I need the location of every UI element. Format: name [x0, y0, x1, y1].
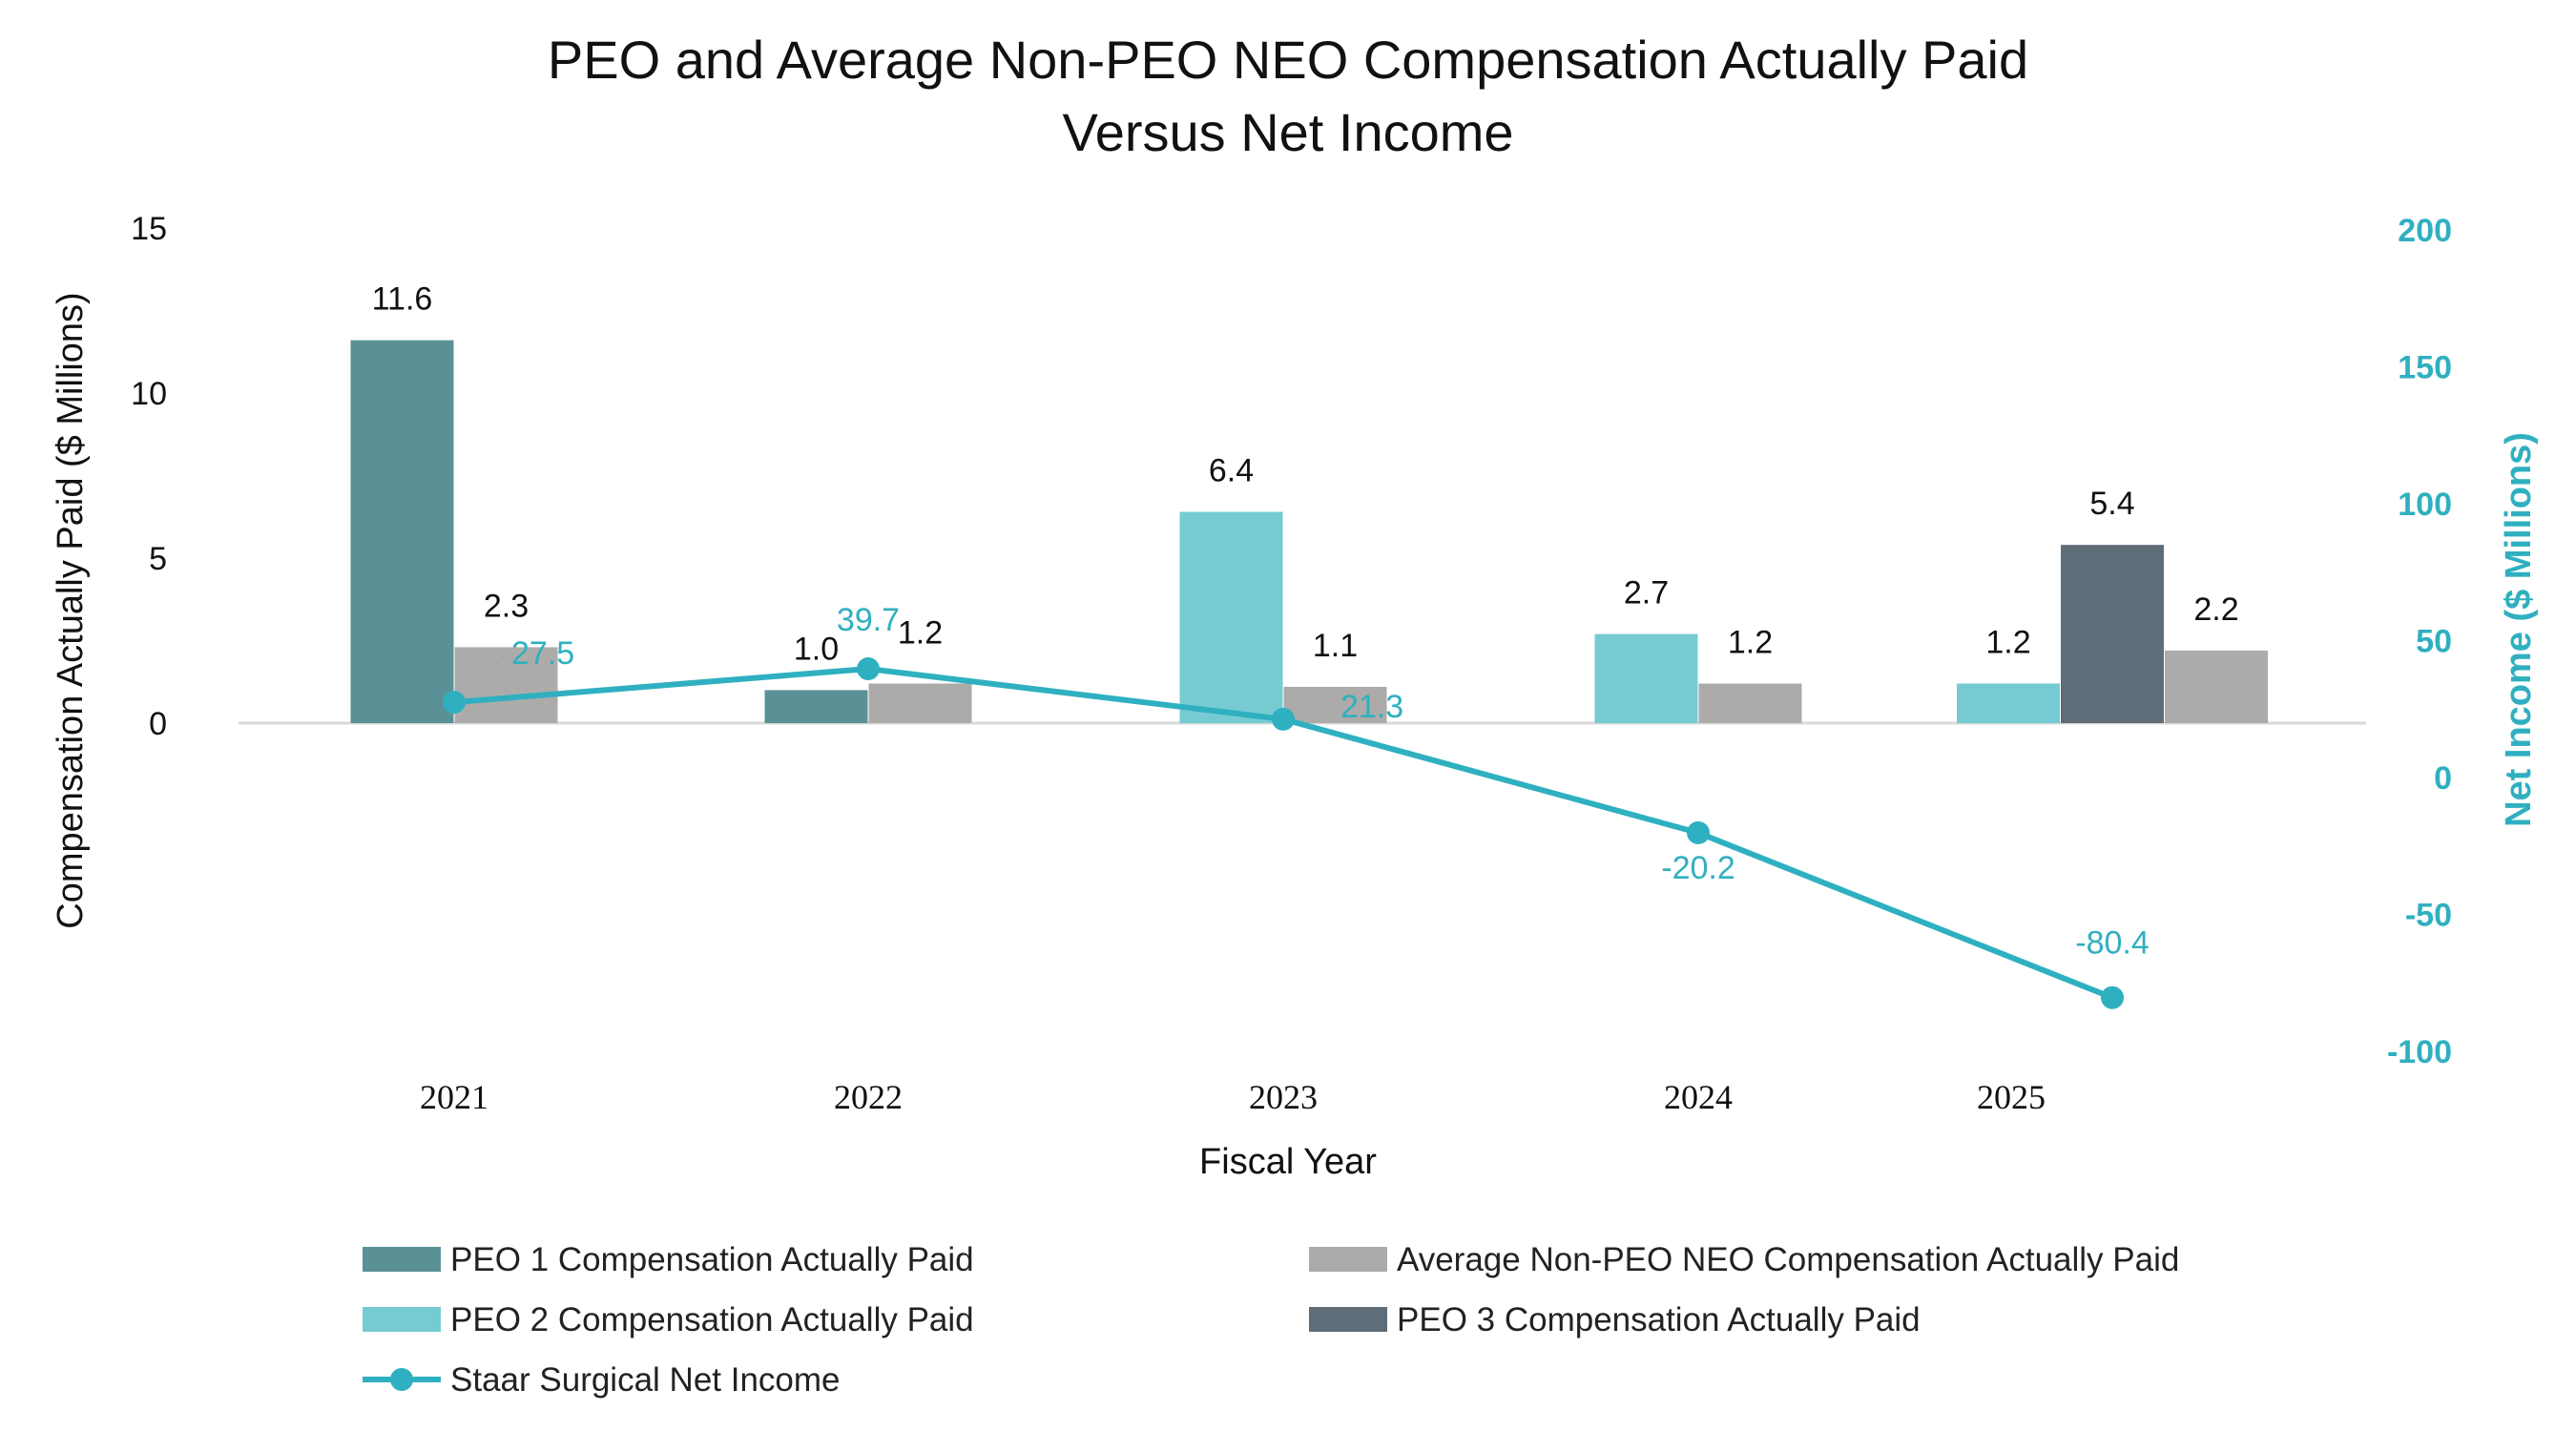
legend: PEO 1 Compensation Actually Paid Average …	[363, 1241, 2179, 1399]
x-axis-category-labels: 2021 2022 2023 2024 2025	[420, 1078, 2046, 1116]
legend-swatch-1	[1309, 1247, 1387, 1272]
y-tick-label: 0	[149, 706, 167, 742]
bar-2021-s3	[454, 647, 558, 723]
legend-marker	[390, 1368, 413, 1391]
y-axis-title: Compensation Actually Paid ($ Millions)	[51, 292, 91, 928]
bar-label-2025-s1: 1.2	[1985, 624, 2030, 660]
bar-2024-s3	[1698, 683, 1802, 723]
leader-line-2023	[1290, 706, 1336, 715]
y2-tick-label: 100	[2398, 487, 2452, 523]
net-income-point-2021	[443, 691, 466, 715]
y2-tick-label: 50	[2416, 624, 2452, 660]
x-axis-title: Fiscal Year	[1199, 1142, 1377, 1182]
net-income-label-2021: 27.5	[511, 635, 574, 672]
net-income-label-2024: -20.2	[1661, 850, 1735, 886]
bar-2023-s1	[1179, 511, 1283, 723]
bar-label-2025-s3: 2.2	[2193, 591, 2238, 628]
bar-label-2022-s0: 1.0	[794, 631, 839, 667]
bar-label-2024-s1: 2.7	[1624, 575, 1669, 612]
legend-label-4: Staar Surgical Net Income	[450, 1361, 841, 1399]
net-income-point-2023	[1272, 707, 1295, 731]
legend-label-0: PEO 1 Compensation Actually Paid	[450, 1241, 974, 1278]
left-axis-ticks: 15 10 5 0	[131, 211, 167, 742]
x-tick-label-2024: 2024	[1664, 1078, 1733, 1116]
net-income-line-series	[443, 657, 2124, 1009]
bar-label-2025-s2: 5.4	[2089, 486, 2134, 522]
y-tick-label: 5	[149, 541, 167, 577]
bar-label-2022-s3: 1.2	[898, 614, 943, 651]
bar-2025-s1	[1957, 683, 2060, 723]
bar-label-2021-s0: 11.6	[372, 281, 433, 318]
net-income-point-2025	[2101, 985, 2124, 1009]
bar-2021-s0	[350, 340, 454, 723]
legend-swatch-2	[363, 1307, 441, 1332]
y2-tick-label: 150	[2398, 350, 2452, 386]
bar-label-2021-s3: 2.3	[484, 588, 529, 624]
y-tick-label: 15	[131, 211, 167, 247]
bar-label-2024-s3: 1.2	[1728, 624, 1773, 660]
bar-2025-s2	[2061, 545, 2164, 723]
y2-tick-label: 0	[2434, 760, 2452, 797]
leader-line-2021	[461, 653, 507, 697]
legend-swatch-0	[363, 1247, 441, 1272]
bar-2022-s0	[764, 690, 868, 723]
legend-label-1: Average Non-PEO NEO Compensation Actuall…	[1397, 1241, 2179, 1278]
right-axis-ticks: 200 150 100 50 0 -50 -100	[2387, 213, 2452, 1070]
net-income-label-2022: 39.7	[837, 602, 900, 638]
x-tick-label-2022: 2022	[834, 1078, 903, 1116]
y2-tick-label: -50	[2405, 898, 2452, 934]
net-income-label-2025: -80.4	[2075, 925, 2150, 962]
y2-tick-label: -100	[2387, 1034, 2452, 1070]
x-tick-label-2023: 2023	[1249, 1078, 1318, 1116]
y2-axis-title: Net Income ($ Millions)	[2499, 432, 2539, 827]
bar-2023-s3	[1283, 686, 1387, 723]
y-tick-label: 10	[131, 376, 167, 412]
bar-2025-s3	[2165, 650, 2268, 723]
legend-label-3: PEO 3 Compensation Actually Paid	[1397, 1301, 1921, 1338]
legend-label-2: PEO 2 Compensation Actually Paid	[450, 1301, 974, 1338]
y2-tick-label: 200	[2398, 213, 2452, 249]
legend-swatch-3	[1309, 1307, 1387, 1332]
net-income-data-labels: 27.5 39.7 21.3 -20.2 -80.4	[511, 602, 2150, 962]
bar-2022-s3	[868, 683, 972, 723]
chart-title-line-2: Versus Net Income	[1062, 102, 1513, 162]
chart-title-line-1: PEO and Average Non-PEO NEO Compensation…	[548, 30, 2028, 90]
bar-label-2023-s1: 6.4	[1209, 453, 1254, 489]
net-income-point-2022	[857, 657, 880, 681]
bar-data-labels: 11.6 2.3 1.0 1.2 6.4 1.1 2.7 1.2 1.2 5.4 2.2	[372, 281, 2239, 668]
bar-2024-s1	[1594, 633, 1698, 723]
net-income-label-2023: 21.3	[1340, 689, 1403, 725]
bar-series	[350, 340, 2268, 723]
bar-label-2023-s3: 1.1	[1313, 628, 1358, 664]
x-tick-label-2025: 2025	[1977, 1078, 2046, 1116]
x-tick-label-2021: 2021	[420, 1078, 488, 1116]
net-income-point-2024	[1687, 820, 1710, 844]
label-leader-lines	[461, 653, 1336, 715]
